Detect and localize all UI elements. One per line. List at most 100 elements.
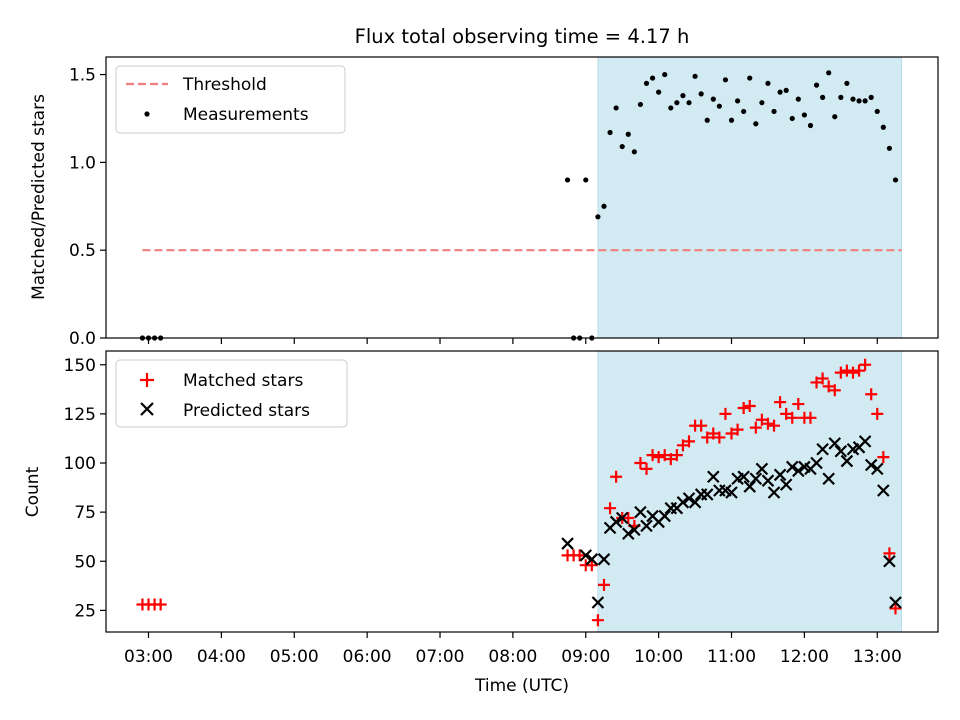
measurement-point: [662, 71, 668, 78]
measurement-point: [656, 89, 662, 95]
matched-star-point: [828, 384, 841, 397]
matched-star-point: [670, 449, 683, 462]
x-axis-label: Time (UTC): [474, 676, 569, 696]
matched-star-point: [749, 421, 762, 434]
measurement-point: [704, 117, 710, 123]
matched-star-point: [846, 366, 859, 379]
threshold-legend-label: Threshold: [182, 75, 267, 95]
matched-star-point: [889, 602, 902, 615]
measurements-legend-label: Measurements: [183, 105, 309, 125]
predicted-legend-marker: [140, 402, 154, 416]
measurement-point: [880, 124, 886, 130]
measurement-point: [722, 77, 729, 83]
matched-star-point: [591, 614, 604, 627]
x-tick-label: 11:00: [707, 647, 756, 667]
x-tick-label: 07:00: [416, 647, 465, 667]
measurement-point: [607, 129, 613, 136]
measurement-point: [850, 96, 856, 102]
matched-star-point: [676, 439, 689, 452]
x-tick-label: 12:00: [780, 647, 829, 667]
y-tick-label: 75: [74, 503, 96, 523]
predicted-star-point: [628, 523, 641, 537]
measurement-point: [838, 94, 844, 100]
predicted-star-point: [858, 435, 872, 448]
matched-star-point: [640, 462, 653, 475]
measurement-point: [643, 80, 650, 86]
matched-star-point: [786, 411, 799, 424]
matched-star-point: [871, 407, 884, 420]
predicted-legend-label: Predicted stars: [183, 401, 310, 421]
predicted-star-point: [688, 496, 702, 509]
x-tick-label: 09:00: [561, 647, 610, 667]
y-tick-label: 1.0: [69, 153, 96, 173]
measurement-point: [826, 70, 832, 76]
predicted-star-point: [725, 486, 738, 499]
measurement-point: [807, 122, 814, 129]
measurement-point: [789, 115, 795, 122]
measurement-point: [631, 149, 637, 155]
matched-star-point: [810, 376, 823, 389]
measurement-point: [862, 98, 868, 104]
predicted-star-point: [707, 470, 720, 484]
measurement-point: [637, 101, 644, 108]
predicted-star-point: [785, 460, 799, 474]
matched-star-point: [840, 364, 853, 377]
predicted-star-point: [834, 444, 848, 458]
predicted-star-point: [585, 553, 599, 566]
matched-star-point: [634, 457, 647, 470]
predicted-star-point: [700, 488, 714, 501]
matched-star-point: [731, 423, 744, 436]
predicted-star-point: [864, 458, 878, 472]
x-tick-label: 10:00: [634, 647, 683, 667]
matched-star-point: [652, 451, 665, 464]
matched-star-point: [792, 398, 805, 411]
top-legend-box: [115, 65, 346, 134]
matched-star-point: [737, 401, 750, 414]
matched-star-point: [822, 380, 835, 393]
matched-star-point: [804, 411, 817, 424]
measurement-point: [619, 143, 625, 150]
predicted-star-point: [828, 437, 842, 450]
matched-star-point: [774, 396, 787, 409]
measurement-point: [832, 114, 838, 120]
matched-star-point: [664, 453, 677, 466]
y-tick-label: 150: [64, 356, 96, 376]
x-tick-label: 05:00: [270, 647, 319, 667]
matched-star-point: [610, 470, 623, 483]
predicted-star-point: [591, 596, 605, 609]
predicted-star-point: [640, 519, 653, 533]
predicted-star-point: [579, 549, 593, 562]
y-tick-label: 0.0: [69, 329, 96, 349]
measurement-point: [668, 105, 674, 111]
measurement-point: [783, 87, 789, 93]
predicted-star-point: [755, 462, 769, 476]
matched-star-point: [585, 559, 598, 572]
bottom-y-axis-label: Count: [23, 466, 43, 517]
matched-star-point: [622, 512, 635, 525]
y-tick-label: 50: [74, 552, 96, 572]
predicted-star-point: [676, 496, 690, 509]
x-tick-label: 06:00: [343, 647, 392, 667]
matched-star-point: [719, 407, 732, 420]
measurement-point: [595, 214, 601, 220]
measurement-point: [753, 121, 759, 127]
predicted-star-point: [609, 515, 623, 529]
matched-star-point: [768, 419, 781, 432]
predicted-star-point: [737, 470, 750, 484]
measurement-point: [728, 117, 735, 123]
matched-star-point: [701, 431, 714, 444]
predicted-star-point: [749, 472, 763, 486]
figure-title: Flux total observing time = 4.17 h: [355, 25, 690, 48]
matched-star-point: [154, 598, 167, 611]
predicted-star-point: [822, 472, 835, 486]
x-tick-label: 04:00: [197, 647, 246, 667]
matched-star-point: [743, 400, 756, 413]
measurement-point: [874, 108, 880, 115]
bottom-legend-box: [115, 359, 348, 428]
predicted-star-point: [792, 464, 805, 478]
measurement-point: [686, 100, 692, 106]
matched-star-point: [816, 372, 829, 385]
predicted-star-point: [883, 554, 896, 568]
measurement-point: [698, 91, 704, 97]
